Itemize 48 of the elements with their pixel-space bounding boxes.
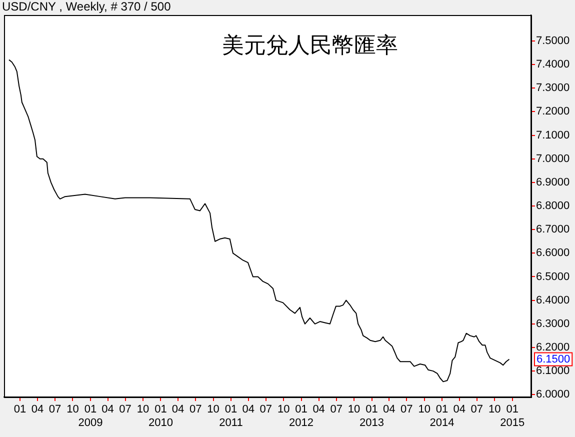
x-tick-label: 10 [277, 404, 290, 416]
x-tick-label: 01 2013 [360, 404, 384, 429]
x-tick-label: 07 [330, 404, 342, 416]
x-tick-label: 01 2014 [430, 404, 454, 429]
x-tick-label: 10 [418, 404, 430, 416]
x-tick-label: 01 2009 [78, 404, 103, 429]
x-tick-label: 07 [189, 404, 202, 416]
x-tick-label: 07 [48, 404, 62, 416]
x-tick-label: 01 [14, 404, 26, 416]
y-tick-label: 6.0000 [536, 388, 570, 401]
y-tick-label: 6.9000 [536, 176, 570, 188]
y-tick-label: 6.4000 [536, 294, 570, 306]
x-tick-label: 10 [136, 404, 150, 416]
y-tick-label: 6.2000 [536, 342, 570, 354]
x-tick-label: 10 [348, 404, 360, 416]
x-tick-label: 10 [207, 404, 220, 416]
x-tick-label: 10 [66, 404, 79, 416]
y-tick-label: 7.0000 [536, 152, 570, 165]
x-tick-label: 07 [470, 404, 484, 416]
x-tick-label: 04 [382, 404, 396, 416]
x-tick-label: 04 [453, 404, 466, 416]
x-tick-label: 04 [312, 404, 325, 416]
x-tick-label: 07 [400, 404, 413, 416]
x-tick-label: 01 2011 [219, 404, 243, 429]
y-tick-label: 6.7000 [536, 224, 570, 236]
x-tick-label: 01 2010 [148, 404, 173, 429]
y-tick-label: 6.3000 [536, 318, 570, 330]
y-tick-label: 7.3000 [536, 82, 570, 94]
x-tick-label: 01 2012 [289, 404, 314, 429]
y-tick-label: 7.4000 [536, 58, 570, 71]
annotation: 6.1500 [536, 353, 570, 366]
y-tick-label: 7.1000 [536, 129, 570, 142]
y-tick-label: 6.1000 [536, 365, 570, 378]
chart-subtitle: USD/CNY , Weekly, # 370 / 500 [2, 0, 172, 14]
y-tick-label: 7.5000 [536, 34, 570, 47]
y-tick-label: 6.6000 [536, 247, 570, 260]
text: 美元兌人民幣匯率 [222, 34, 398, 59]
x-tick-label: 04 [31, 404, 44, 416]
x-tick-label: 04 [172, 404, 184, 416]
y-tick-label: 6.8000 [536, 200, 570, 212]
y-tick-label: 6.5000 [536, 270, 570, 283]
y-tick-label: 7.2000 [536, 106, 570, 118]
x-tick-label: 01 2015 [500, 404, 525, 429]
x-tick-label: 04 [102, 404, 114, 416]
x-tick-label: 07 [260, 404, 272, 416]
x-tick-label: 07 [119, 404, 132, 416]
x-tick-label: 10 [488, 404, 501, 416]
x-tick-label: 04 [242, 404, 254, 416]
